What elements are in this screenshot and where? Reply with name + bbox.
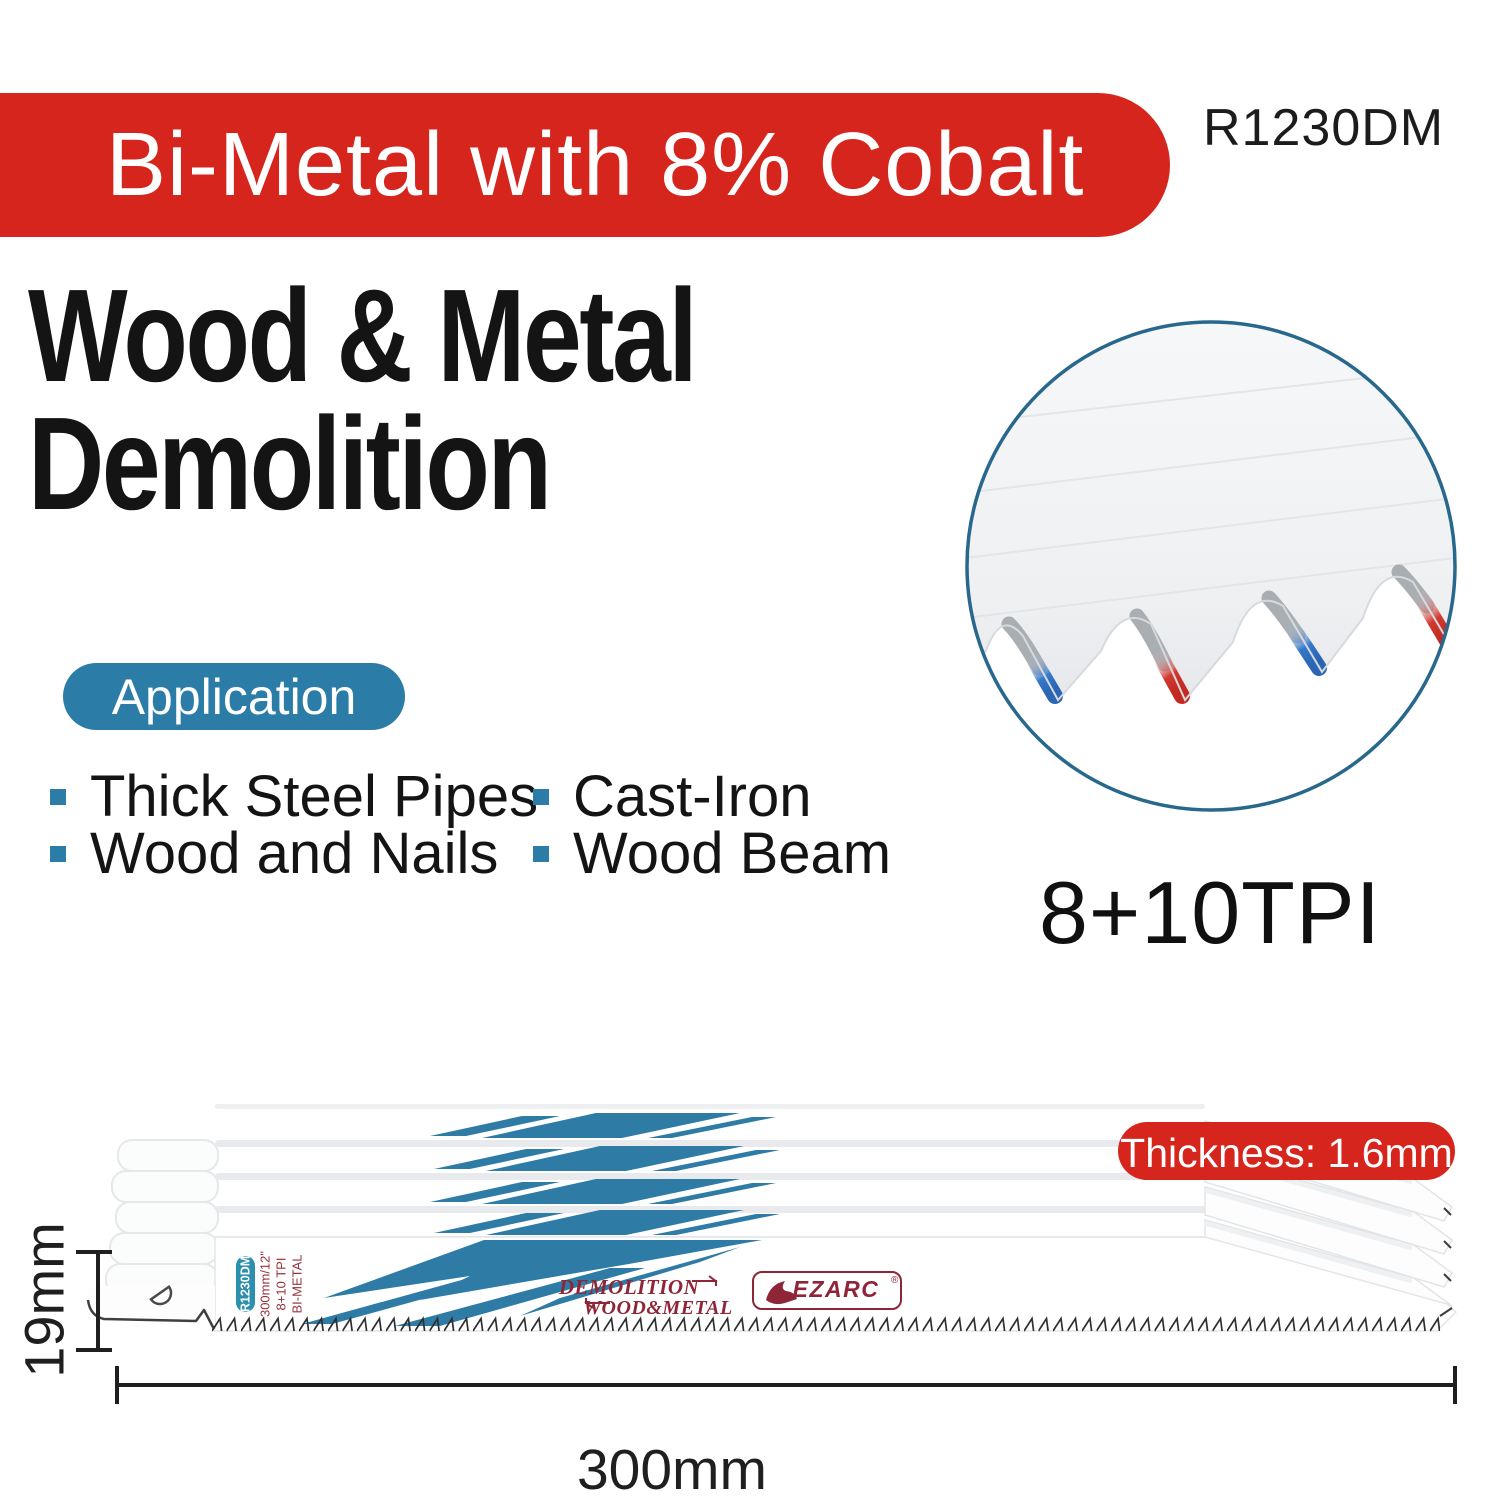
thickness-badge: Thickness: 1.6mm — [1118, 1122, 1455, 1180]
front-tang — [87, 1286, 215, 1330]
tpi-label: 8+10TPI — [1038, 863, 1382, 962]
blade-stack-drawing: R1230DM 300mm/12" 8+10 TPI BI-METAL DEMO… — [13, 1104, 1458, 1500]
bullet-square-icon — [50, 788, 66, 805]
back-blade — [215, 1146, 1207, 1180]
blade-bolt-graphic — [302, 1240, 762, 1326]
arrow-left-icon — [584, 1298, 610, 1309]
teeth-closeup-graphic — [968, 323, 1454, 809]
width-dim-label: 19mm — [13, 1222, 76, 1378]
demolition-label: DEMOLITION — [558, 1275, 700, 1299]
tang-step — [115, 1201, 219, 1234]
application-item-label: Wood Beam — [573, 821, 892, 886]
list-item: Wood and Nails — [50, 820, 498, 887]
list-item: Thick Steel Pipes — [50, 763, 538, 830]
bullet-square-icon — [533, 788, 549, 805]
length-dimension — [115, 1366, 1457, 1404]
thickness-label: Thickness: 1.6mm — [1120, 1130, 1453, 1176]
back-blade — [215, 1113, 1207, 1147]
back-blade — [215, 1179, 1207, 1213]
woodmetal-label: WOOD&METAL — [583, 1297, 732, 1319]
teeth-pattern — [212, 1314, 1440, 1336]
list-item: Wood Beam — [533, 820, 891, 887]
application-label: Application — [111, 668, 357, 725]
back-blades — [215, 1104, 1207, 1242]
tang-hole-icon — [149, 1284, 173, 1306]
application-item-label: Cast-Iron — [573, 764, 812, 829]
blade-tpi-label: 8+10 TPI — [274, 1258, 289, 1311]
application-badge: Application — [63, 663, 405, 730]
brand-logo: EZARC ® — [752, 1271, 902, 1310]
arrow-right-icon — [692, 1275, 718, 1286]
front-blade: R1230DM 300mm/12" 8+10 TPI BI-METAL DEMO… — [86, 1236, 1458, 1336]
shark-icon — [766, 1281, 797, 1305]
bullet-square-icon — [533, 845, 549, 862]
title-line-2: Demolition — [28, 390, 552, 537]
tang-step — [111, 1170, 219, 1203]
registered-mark: ® — [891, 1275, 899, 1286]
blade-tag-label: R1230DM — [239, 1256, 253, 1312]
model-number: R1230DM — [1203, 99, 1445, 157]
feature-banner: Bi-Metal with 8% Cobalt — [0, 93, 1170, 237]
page-title: Wood & Metal Demolition — [28, 262, 698, 537]
brand-label: EZARC — [793, 1276, 880, 1302]
tang-step — [109, 1232, 219, 1265]
application-item-label: Thick Steel Pipes — [90, 764, 539, 829]
feature-banner-label: Bi-Metal with 8% Cobalt — [106, 114, 1085, 215]
blade-tag — [236, 1256, 255, 1312]
width-dimension — [76, 1250, 112, 1352]
tooth-detail-circle — [965, 320, 1457, 812]
circle-border — [965, 320, 1457, 812]
bullet-square-icon — [50, 845, 66, 862]
tang-stack — [105, 1139, 219, 1296]
title-line-1: Wood & Metal — [28, 262, 698, 409]
blade-tip — [1204, 1186, 1453, 1288]
tang-step — [117, 1139, 219, 1172]
application-item-label: Wood and Nails — [90, 821, 499, 886]
blade-material-label: BI-METAL — [290, 1255, 305, 1314]
length-dim-label: 300mm — [577, 1438, 767, 1500]
blade-size-label: 300mm/12" — [258, 1251, 273, 1317]
list-item: Cast-Iron — [533, 763, 812, 830]
